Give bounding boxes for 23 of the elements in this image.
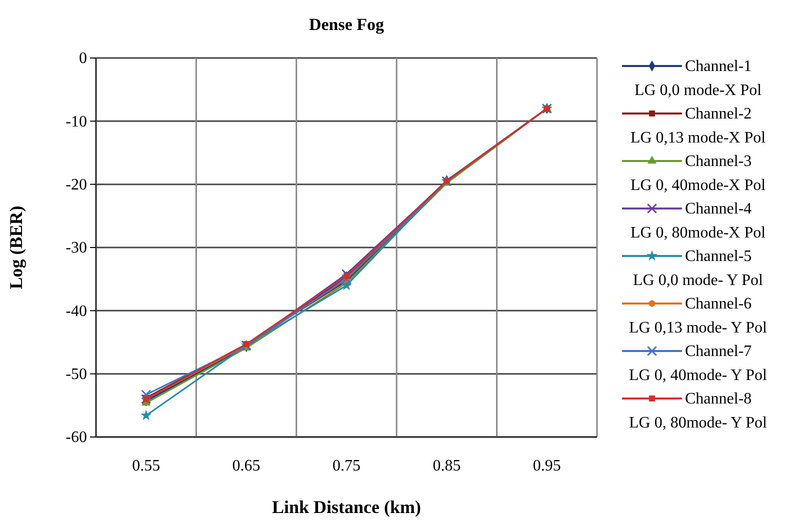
x-tick-label: 0.95: [532, 457, 561, 474]
legend-label: Channel-4 LG 0, 80mode-X Pol: [630, 200, 766, 242]
x-tick-label: 0.65: [232, 457, 260, 474]
legend-label: Channel-3 LG 0, 40mode-X Pol: [630, 153, 766, 194]
x-axis-title: Link Distance (km): [272, 497, 422, 517]
legend-label: Channel-6 LG 0,13 mode- Y Pol: [629, 296, 768, 336]
x-tick-label: 0.55: [132, 457, 160, 474]
legend-label: Channel-8 LG 0, 80mode- Y Pol: [629, 390, 768, 432]
y-tick-label: -60: [66, 429, 87, 446]
legend-label: Channel-1 LG 0,0 mode-X Pol: [634, 58, 762, 99]
y-tick-label: -20: [66, 176, 87, 194]
y-tick-label: -30: [66, 240, 87, 257]
y-tick-label: -10: [66, 113, 87, 130]
y-tick-label: -40: [66, 302, 87, 320]
legend-label: Channel-2 LG 0,13 mode-X Pol: [630, 106, 766, 146]
x-tick-label: 0.85: [432, 457, 461, 474]
chart-title: Dense Fog: [308, 15, 385, 34]
legend-label: Channel-5 LG 0,0 mode- Y Pol: [633, 248, 764, 289]
y-axis-title: Log (BER): [6, 206, 26, 290]
legend-label: Channel-7 LG 0, 40mode- Y Pol: [629, 343, 768, 384]
y-tick-label: -50: [66, 366, 87, 383]
y-tick-label: 0: [79, 50, 87, 68]
x-tick-label: 0.75: [332, 457, 360, 474]
